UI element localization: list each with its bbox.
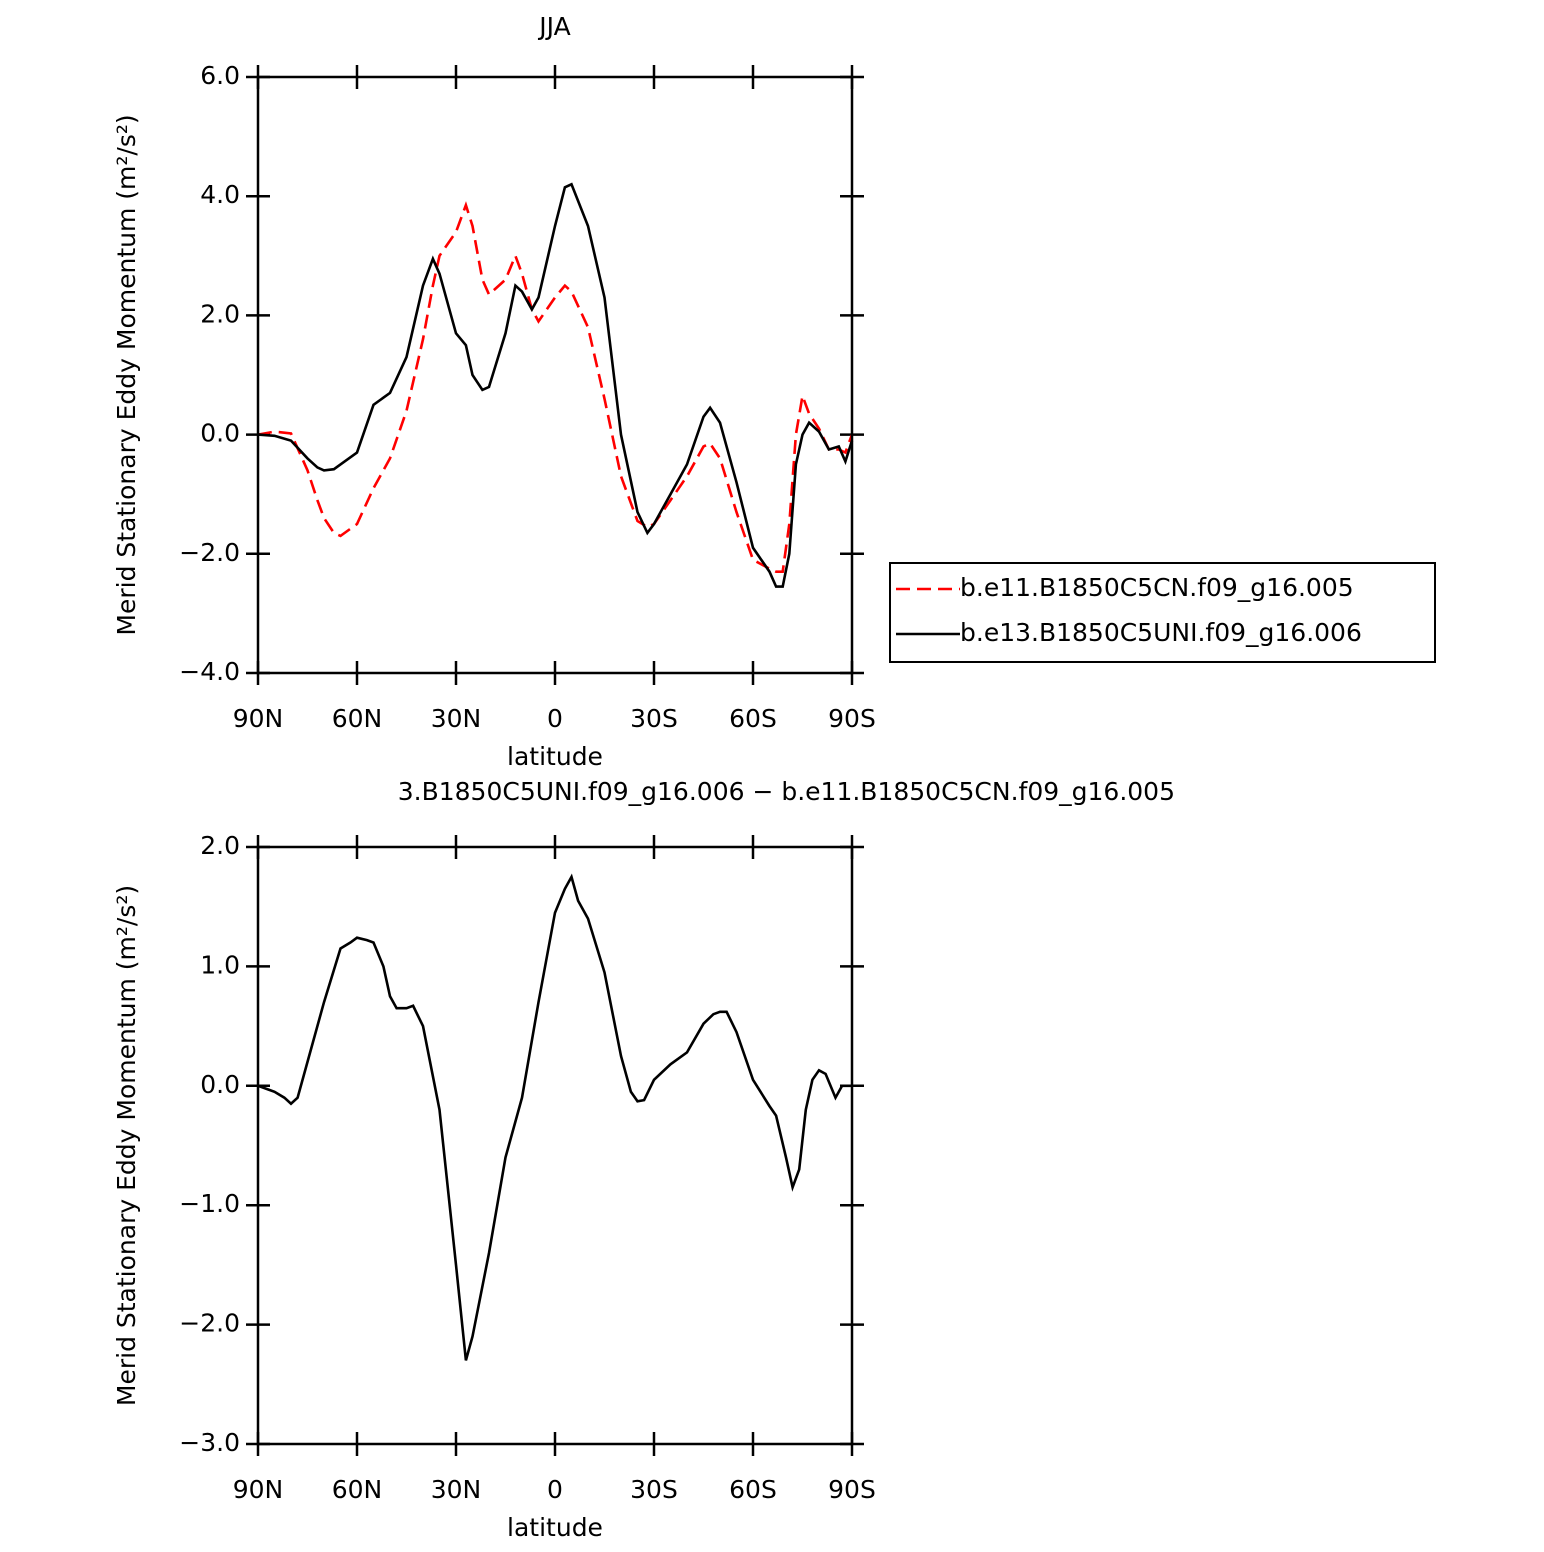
y-tick-label: 1.0 xyxy=(200,950,240,979)
y-tick-label: −3.0 xyxy=(179,1428,240,1457)
y-axis-label: Merid Stationary Eddy Momentum (m²/s²) xyxy=(112,885,141,1406)
y-tick-label: 2.0 xyxy=(200,831,240,860)
y-axis-label: Merid Stationary Eddy Momentum (m²/s²) xyxy=(112,114,141,635)
x-tick-label: 60N xyxy=(332,704,383,733)
x-tick-label: 60S xyxy=(729,704,777,733)
y-tick-label: −2.0 xyxy=(179,1309,240,1338)
x-tick-label: 0 xyxy=(547,1475,563,1504)
data-line xyxy=(257,182,854,588)
x-tick-label: 90S xyxy=(828,704,876,733)
legend-box xyxy=(889,562,1436,663)
x-axis-label: latitude xyxy=(507,1513,603,1542)
x-tick-label: 30S xyxy=(630,1475,678,1504)
plot-frame xyxy=(256,845,854,1446)
x-tick-label: 90N xyxy=(233,1475,284,1504)
x-tick-label: 90S xyxy=(828,1475,876,1504)
y-tick-label: 2.0 xyxy=(200,299,240,328)
y-tick-label: 0.0 xyxy=(200,1070,240,1099)
data-line xyxy=(257,873,852,1361)
x-tick-label: 60S xyxy=(729,1475,777,1504)
x-tick-label: 90N xyxy=(233,704,284,733)
x-tick-label: 30N xyxy=(431,1475,482,1504)
legend-label: b.e11.B1850C5CN.f09_g16.005 xyxy=(960,573,1354,602)
y-tick-label: 4.0 xyxy=(200,180,240,209)
x-tick-label: 30N xyxy=(431,704,482,733)
chart-title: 3.B1850C5UNI.f09_g16.006 − b.e11.B1850C5… xyxy=(398,777,1175,806)
data-line xyxy=(257,201,854,573)
x-tick-label: 60N xyxy=(332,1475,383,1504)
legend-label: b.e13.B1850C5UNI.f09_g16.006 xyxy=(960,618,1362,647)
x-axis-label: latitude xyxy=(507,742,603,771)
y-tick-label: 0.0 xyxy=(200,419,240,448)
plot-frame xyxy=(256,75,854,675)
chart-title: JJA xyxy=(537,12,570,41)
y-tick-label: −1.0 xyxy=(179,1189,240,1218)
x-tick-label: 30S xyxy=(630,704,678,733)
y-tick-label: 6.0 xyxy=(200,61,240,90)
y-tick-label: −2.0 xyxy=(179,538,240,567)
y-tick-label: −4.0 xyxy=(179,657,240,686)
x-tick-label: 0 xyxy=(547,704,563,733)
